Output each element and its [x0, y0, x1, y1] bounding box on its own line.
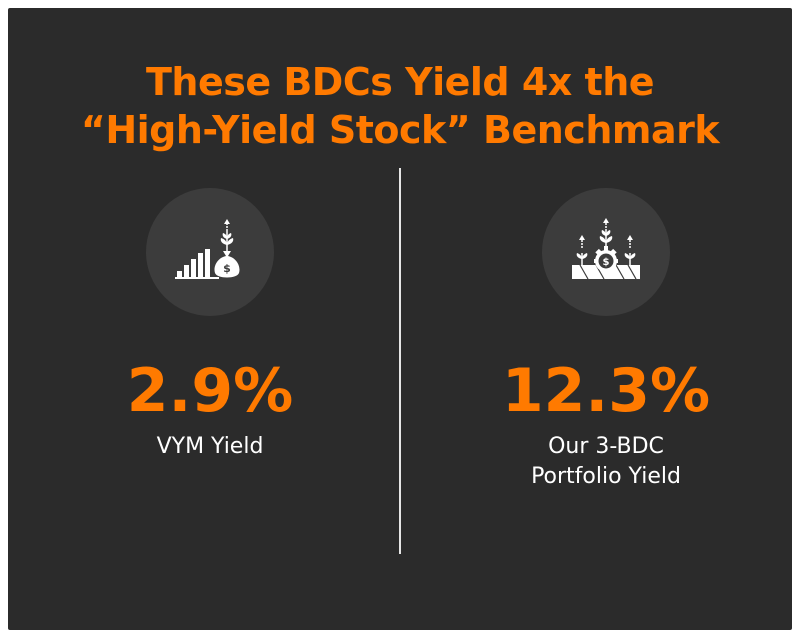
- vym-column: $ 2.9% VYM Yield: [60, 188, 360, 462]
- bdc-column: $ 12: [456, 188, 756, 492]
- column-divider: [399, 168, 401, 554]
- infographic-card: These BDCs Yield 4x the “High-Yield Stoc…: [8, 8, 792, 630]
- headline-line-1: These BDCs Yield 4x the: [145, 60, 655, 104]
- headline-line-2: “High-Yield Stock” Benchmark: [80, 108, 720, 152]
- headline: These BDCs Yield 4x the “High-Yield Stoc…: [8, 58, 792, 154]
- growth-bars-money-bag-icon: $: [146, 188, 274, 316]
- svg-text:$: $: [223, 262, 231, 275]
- vym-yield-value: 2.9%: [126, 356, 294, 426]
- vym-yield-label: VYM Yield: [156, 434, 264, 459]
- bdc-portfolio-yield-label: Our 3-BDC Portfolio Yield: [531, 434, 681, 489]
- svg-text:$: $: [603, 257, 610, 268]
- gear-dollar-plants-icon: $: [542, 188, 670, 316]
- bdc-portfolio-yield-value: 12.3%: [501, 356, 711, 426]
